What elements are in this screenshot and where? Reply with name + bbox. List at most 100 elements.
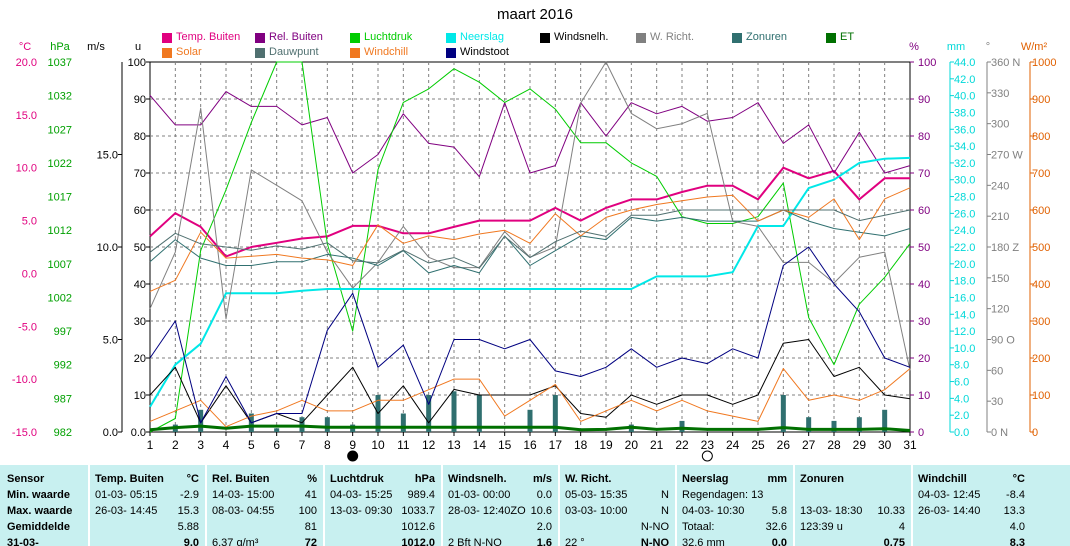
y-tick-label: 20 bbox=[918, 353, 930, 365]
panel-neerslag: Neerslag mm Regendagen: 13 04-03- 10:30 5.8 T… bbox=[677, 465, 793, 546]
panel-cell-value: 10.6 bbox=[530, 505, 552, 517]
legend-swatch bbox=[446, 33, 456, 43]
row-labels: Sensor Min. waarde Max. waarde Gemiddelde 31… bbox=[0, 465, 88, 546]
legend-swatch bbox=[255, 48, 265, 58]
y-tick-label: 0.0 bbox=[131, 427, 146, 439]
sunshine-bar bbox=[451, 391, 457, 432]
panel-cell-label: 22 ° bbox=[565, 537, 585, 546]
legend-label: ET bbox=[840, 31, 855, 43]
panel-cell-value: 1012.6 bbox=[401, 521, 435, 533]
y-tick-label: 34.0 bbox=[954, 141, 975, 153]
y-tick-label: 20.0 bbox=[954, 259, 975, 271]
panel-cell-value: 4 bbox=[898, 521, 905, 533]
y-tick-label: 80 bbox=[134, 131, 146, 143]
y-tick-label: 10.0 bbox=[97, 242, 118, 254]
legend-label: Windchill bbox=[364, 46, 409, 58]
y-axis-unit: ° bbox=[986, 41, 990, 53]
y-tick-label: 80 bbox=[918, 131, 930, 143]
x-tick-label: 19 bbox=[599, 438, 613, 452]
y-tick-label: 1002 bbox=[48, 292, 72, 304]
y-tick-label: 300 bbox=[991, 119, 1009, 131]
x-tick-label: 16 bbox=[523, 438, 537, 452]
series-line-windchill bbox=[149, 368, 911, 428]
x-tick-label: 25 bbox=[751, 438, 765, 452]
y-tick-label: 6.0 bbox=[954, 377, 969, 389]
panel-cell-value: 5.88 bbox=[177, 521, 199, 533]
panel-title: Windchill bbox=[918, 473, 967, 485]
x-tick-label: 23 bbox=[701, 438, 715, 452]
panel-cell-label: 32.6 mm bbox=[682, 537, 725, 546]
legend-swatch bbox=[162, 48, 172, 58]
panel-cell-value: 15.3 bbox=[177, 505, 199, 517]
sunshine-bar bbox=[806, 417, 812, 432]
y-tick-label: 1022 bbox=[48, 158, 72, 170]
panel-title: Neerslag bbox=[682, 473, 729, 485]
series-line-temp-buiten bbox=[149, 166, 910, 258]
row-label: Gemiddelde bbox=[7, 521, 70, 533]
panel-cell-value: 100 bbox=[298, 505, 317, 517]
y-tick-label: 22.0 bbox=[954, 242, 975, 254]
y-tick-label: 0 bbox=[918, 427, 924, 439]
panel-cell-value: 0.0 bbox=[771, 537, 787, 546]
y-tick-label: 90 O bbox=[991, 335, 1015, 347]
panel-cell-value: -8.4 bbox=[1006, 489, 1025, 501]
x-tick-label: 18 bbox=[574, 438, 588, 452]
y-tick-label: 210 bbox=[991, 211, 1009, 223]
y-tick-label: 50 bbox=[134, 242, 146, 254]
x-tick-label: 10 bbox=[371, 438, 385, 452]
y-axis-unit: W/m² bbox=[1021, 41, 1048, 53]
legend-label: Dauwpunt bbox=[269, 46, 319, 58]
panel-cell-label: 123:39 u bbox=[800, 521, 843, 533]
panel-unit: m/s bbox=[533, 473, 552, 485]
series-line-windstoot bbox=[149, 246, 911, 424]
panel-cell-label: 26-03- 14:40 bbox=[918, 505, 981, 517]
x-tick-label: 9 bbox=[349, 438, 356, 452]
x-tick-label: 21 bbox=[650, 438, 664, 452]
panel-title: Rel. Buiten bbox=[212, 473, 270, 485]
panel-cell-label: 04-03- 15:25 bbox=[330, 489, 393, 501]
legend-label: Solar bbox=[176, 46, 202, 58]
sunshine-bar bbox=[882, 409, 888, 432]
new-moon-icon bbox=[347, 450, 359, 462]
y-tick-label: 38.0 bbox=[954, 107, 975, 119]
y-tick-label: 300 bbox=[1032, 316, 1050, 328]
y-tick-label: 60 bbox=[134, 205, 146, 217]
y-axis-unit: mm bbox=[947, 41, 965, 53]
panel-rel-buiten: Rel. Buiten% 14-03- 15:00 41 08-03- 04:55 10… bbox=[207, 465, 323, 546]
y-tick-label: 40.0 bbox=[954, 91, 975, 103]
series-line-et bbox=[149, 424, 911, 432]
panel-cell-value: N-NO bbox=[640, 537, 669, 546]
sunshine-bar bbox=[324, 417, 330, 432]
sunshine-bar bbox=[780, 395, 786, 432]
x-tick-label: 1 bbox=[147, 438, 154, 452]
x-tick-label: 20 bbox=[625, 438, 639, 452]
y-axis-unit: u bbox=[135, 41, 141, 53]
x-tick-label: 11 bbox=[397, 438, 410, 452]
sunshine-bar bbox=[476, 395, 482, 432]
y-tick-label: 500 bbox=[1032, 242, 1050, 254]
y-tick-label: 40 bbox=[134, 279, 146, 291]
x-tick-label: 26 bbox=[777, 438, 791, 452]
y-tick-label: -10.0 bbox=[12, 374, 37, 386]
panel-cell-label: 14-03- 15:00 bbox=[212, 489, 275, 501]
panel-cell-label: 13-03- 18:30 bbox=[800, 505, 863, 517]
panel-cell-value: 9.0 bbox=[183, 537, 199, 546]
y-tick-label: 10 bbox=[134, 390, 146, 402]
x-tick-label: 15 bbox=[498, 438, 512, 452]
x-tick-label: 28 bbox=[827, 438, 841, 452]
series-line-rel-buiten bbox=[149, 91, 911, 178]
panel-cell-label: 01-03- 05:15 bbox=[95, 489, 158, 501]
panel-cell-value: N bbox=[661, 489, 669, 501]
panel-cell-label: 2 Bft N-NO bbox=[448, 537, 502, 546]
y-tick-label: 1017 bbox=[48, 192, 72, 204]
panel-windchill: Windchill °C 04-03- 12:45 -8.4 26-03- 14:40 1… bbox=[913, 465, 1070, 546]
panel-cell-label: 28-03- 12:40ZO bbox=[448, 505, 526, 517]
legend-swatch bbox=[162, 33, 172, 43]
y-tick-label: 70 bbox=[918, 168, 930, 180]
y-tick-label: 10 bbox=[918, 390, 930, 402]
y-tick-label: 15.0 bbox=[97, 150, 118, 162]
y-tick-label: 270 W bbox=[991, 150, 1023, 162]
y-tick-label: 900 bbox=[1032, 94, 1050, 106]
y-tick-label: 5.0 bbox=[103, 335, 118, 347]
panel-cell-value: N bbox=[661, 505, 669, 517]
